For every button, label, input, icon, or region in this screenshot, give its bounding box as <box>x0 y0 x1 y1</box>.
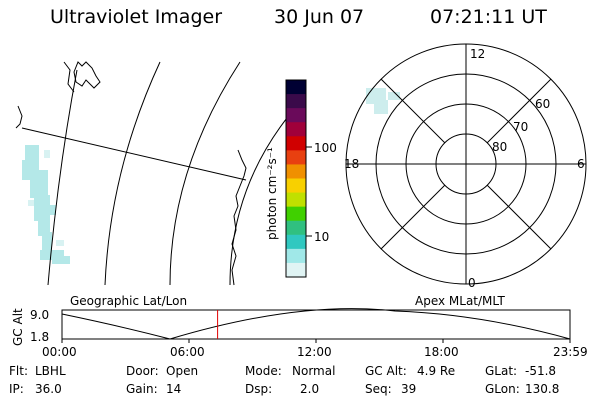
timeline-x-tick-0600: 06:00 <box>170 345 205 359</box>
aurora-emission-speckle <box>22 145 70 264</box>
info-gain-key: Gain: <box>126 382 158 396</box>
colorbar-band <box>286 108 306 123</box>
info-flt-key: Flt: <box>9 364 28 378</box>
colorbar-band <box>286 178 306 194</box>
info-seq-value: 39 <box>401 382 417 396</box>
timeline-left-title: Geographic Lat/Lon <box>70 294 188 308</box>
mlt-label-6: 6 <box>577 157 585 171</box>
info-glat-key: GLat: <box>485 364 518 378</box>
info-mode-key: Mode: <box>245 364 282 378</box>
info-seq-key: Seq: <box>365 382 392 396</box>
mlat-label-70: 70 <box>513 120 529 134</box>
observation-date: 30 Jun 07 <box>274 6 365 28</box>
info-door-key: Door: <box>126 364 159 378</box>
colorbar-band <box>286 248 306 264</box>
info-gain-value: 14 <box>166 382 182 396</box>
timeline-frame <box>61 309 571 340</box>
colorbar-band <box>286 206 306 222</box>
timeline-y-tick-max: 9.0 <box>30 308 50 322</box>
colorbar-band <box>286 234 306 250</box>
coastline-outline <box>15 61 247 286</box>
timeline-x-tick-1200: 12:00 <box>297 345 332 359</box>
colorbar-tick-label-100: 100 <box>314 141 337 155</box>
observation-time: 07:21:11 UT <box>430 6 547 28</box>
colorbar-band <box>286 122 306 137</box>
colorbar-band <box>286 94 306 109</box>
colorbar-band <box>286 136 306 151</box>
polar-diagonal-ne <box>486 78 552 144</box>
info-gcalt-value: 4.9 Re <box>417 364 456 378</box>
colorbar-band <box>286 80 306 95</box>
polar-diagonal-se <box>486 184 552 250</box>
info-glon-value: 130.8 <box>525 382 560 396</box>
colorbar-band <box>286 150 306 166</box>
timeline-y-tick-min: 1.8 <box>30 330 50 344</box>
info-glon-key: GLon: <box>485 382 520 396</box>
timeline-x-tick-0000: 00:00 <box>42 345 77 359</box>
info-ip-key: IP: <box>9 382 24 396</box>
timeline-x-tick-2359: 23:59 <box>553 345 588 359</box>
timeline-right-title: Apex MLat/MLT <box>415 294 505 308</box>
mlat-label-80: 80 <box>492 140 508 154</box>
info-mode-value: Normal <box>292 364 336 378</box>
mlt-label-12: 12 <box>470 47 486 61</box>
polar-diagonal-sw <box>380 184 446 250</box>
instrument-title: Ultraviolet Imager <box>50 6 223 28</box>
polar-aurora-speckle <box>366 88 400 114</box>
info-ip-value: 36.0 <box>35 382 62 396</box>
mlat-label-60: 60 <box>535 97 551 111</box>
colorbar-band <box>286 192 306 208</box>
timeline-x-ticks <box>61 339 571 343</box>
info-door-value: Open <box>166 364 199 378</box>
info-dsp-value: 2.0 <box>300 382 320 396</box>
info-flt-value: LBHL <box>35 364 66 378</box>
mlt-label-0: 0 <box>468 276 476 290</box>
polar-diagonal-nw <box>380 78 446 144</box>
colorbar-band <box>286 164 306 180</box>
colorbar-band <box>286 262 306 278</box>
info-dsp-key: Dsp: <box>245 382 273 396</box>
mlt-label-18: 18 <box>344 157 360 171</box>
timeline-x-tick-1800: 18:00 <box>424 345 459 359</box>
latitude-grid-line <box>21 127 247 181</box>
altitude-curve <box>61 308 571 340</box>
colorbar-gradient <box>286 80 306 278</box>
info-glat-value: -51.8 <box>525 364 557 378</box>
colorbar-band <box>286 220 306 236</box>
info-gcalt-key: GC Alt: <box>365 364 407 378</box>
colorbar-tick-label-10: 10 <box>314 230 330 244</box>
